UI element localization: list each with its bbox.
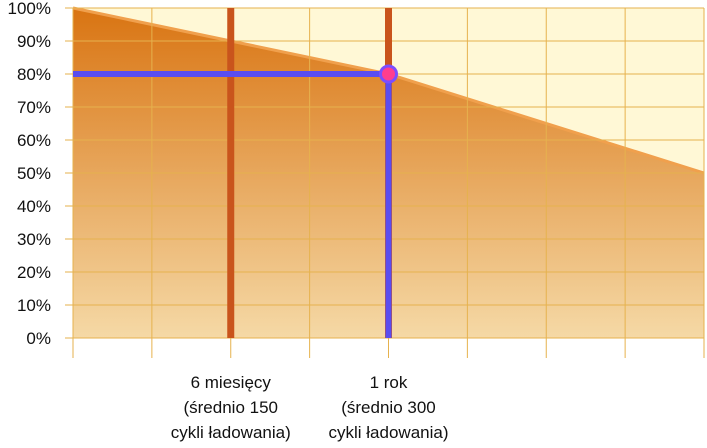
y-tick-label: 50%: [17, 164, 51, 183]
x-tick-label: (średnio 300: [341, 398, 436, 417]
y-tick-label: 60%: [17, 131, 51, 150]
y-tick-label: 40%: [17, 197, 51, 216]
data-point-marker: [379, 64, 398, 84]
x-tick-label: (średnio 150: [183, 398, 278, 417]
indicator-lines: [73, 64, 398, 338]
x-tick-labels: 6 miesięcy (średnio 150 cykli ładowania) 1 …: [171, 373, 449, 442]
x-tick-label: 1 rok: [370, 373, 408, 392]
y-tick-label: 30%: [17, 230, 51, 249]
y-tick-label: 10%: [17, 296, 51, 315]
y-tick-label: 80%: [17, 65, 51, 84]
x-tick-label: 6 miesięcy: [191, 373, 272, 392]
y-tick-label: 100%: [8, 0, 51, 18]
y-tick-label: 70%: [17, 98, 51, 117]
x-tick-label: cykli ładowania): [171, 423, 291, 442]
y-tick-label: 20%: [17, 263, 51, 282]
y-tick-labels: 0% 10% 20% 30% 40% 50% 60% 70% 80% 90% 100%: [8, 0, 51, 348]
x-tick-label: cykli ładowania): [329, 423, 449, 442]
y-tick-label: 0%: [26, 329, 51, 348]
y-tick-label: 90%: [17, 32, 51, 51]
